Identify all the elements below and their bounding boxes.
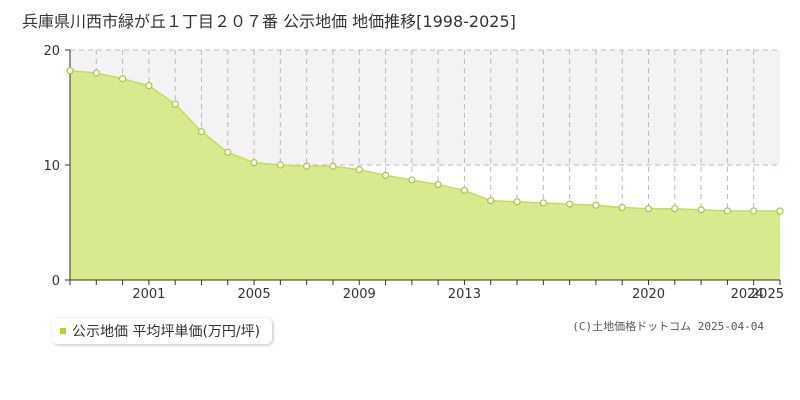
- x-tick-label: 2025: [751, 287, 784, 302]
- y-tick-label: 10: [43, 159, 60, 174]
- data-point: [566, 200, 574, 208]
- x-tick-label: 2009: [343, 287, 376, 302]
- legend-label: 公示地価 平均坪単価(万円/坪): [72, 324, 261, 340]
- x-tick-label: 2024: [731, 287, 764, 302]
- data-point: [592, 201, 600, 209]
- y-tick-label: 20: [43, 44, 60, 59]
- data-point: [224, 148, 232, 156]
- data-point: [145, 82, 153, 90]
- data-point: [276, 161, 284, 169]
- data-point: [750, 207, 758, 215]
- legend: 公示地価 平均坪単価(万円/坪): [52, 318, 273, 344]
- data-point: [487, 197, 495, 205]
- data-point: [644, 205, 653, 213]
- data-point: [723, 207, 732, 215]
- data-point: [539, 199, 547, 207]
- y-tick-label: 0: [52, 274, 60, 289]
- x-tick-label: 2005: [238, 287, 271, 302]
- data-point: [513, 198, 521, 206]
- data-point: [92, 69, 100, 77]
- x-tick-label: 2001: [132, 287, 165, 302]
- data-point: [697, 206, 705, 214]
- data-point: [329, 162, 337, 170]
- data-point: [434, 180, 442, 189]
- data-point: [66, 67, 74, 75]
- x-tick-label: 2013: [448, 287, 481, 302]
- data-point: [408, 176, 416, 184]
- data-point: [460, 186, 469, 194]
- copyright-text: (C)土地価格ドットコム 2025-04-04: [572, 320, 764, 333]
- data-point: [355, 166, 363, 174]
- data-point: [303, 162, 311, 170]
- data-point: [197, 128, 206, 136]
- data-point: [776, 207, 784, 215]
- series-line: [69, 69, 780, 212]
- page-title: 兵庫県川西市緑が丘１丁目２０７番 公示地価 地価推移[1998-2025]: [22, 12, 516, 31]
- data-point: [118, 75, 127, 83]
- data-point: [171, 100, 179, 108]
- data-point: [381, 171, 390, 179]
- series-area: [70, 70, 780, 280]
- x-tick-label: 2020: [632, 287, 665, 302]
- data-point: [671, 205, 679, 213]
- data-point: [618, 203, 626, 212]
- legend-marker-icon: [60, 328, 66, 334]
- data-point: [250, 159, 258, 167]
